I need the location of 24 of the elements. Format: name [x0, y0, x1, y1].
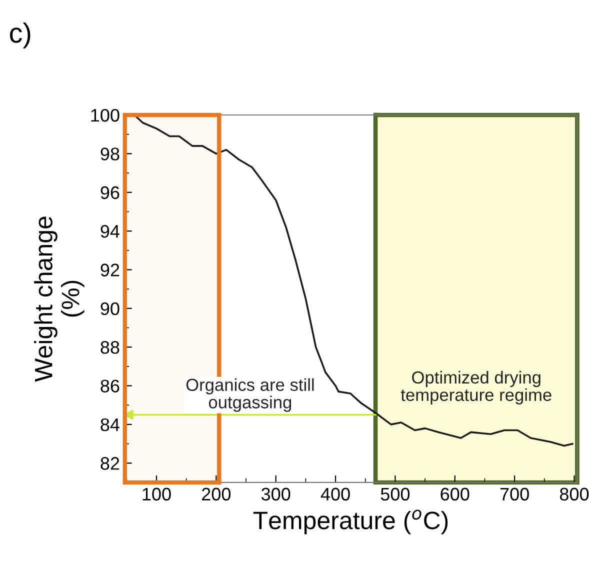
x-axis-title: Temperature ($^{o}$C): [253, 510, 448, 534]
x-tick-label: 600: [440, 488, 470, 501]
y-tick-label: 88: [100, 341, 120, 354]
y-tick-label: 90: [100, 302, 120, 316]
y-tick-label: 92: [100, 264, 120, 276]
x-tick-label: 800: [560, 488, 589, 501]
y-tick-label: 94: [100, 224, 120, 238]
x-tick-label: 400: [320, 488, 350, 501]
x-tick-label: 200: [202, 488, 231, 501]
y-tick-label: 84: [100, 418, 120, 432]
x-tick-label: 700: [500, 488, 529, 501]
y-tick-label: 86: [100, 380, 120, 392]
x-tick-label: 500: [380, 488, 410, 501]
y-axis-title: Weight change (%): [34, 216, 84, 382]
x-tick-label: 100: [142, 488, 171, 501]
annotation: Organics are still outgassing: [186, 378, 314, 412]
y-tick-label: 100: [91, 108, 120, 122]
y-tick-label: 98: [100, 148, 120, 160]
chart-title: c): [10, 22, 30, 48]
band-label: Optimized drying temperature regime: [400, 370, 552, 405]
y-tick-label: 96: [100, 186, 120, 200]
x-tick-label: 300: [261, 488, 290, 501]
y-tick-label: 82: [100, 457, 120, 470]
line-series: [134, 115, 574, 447]
